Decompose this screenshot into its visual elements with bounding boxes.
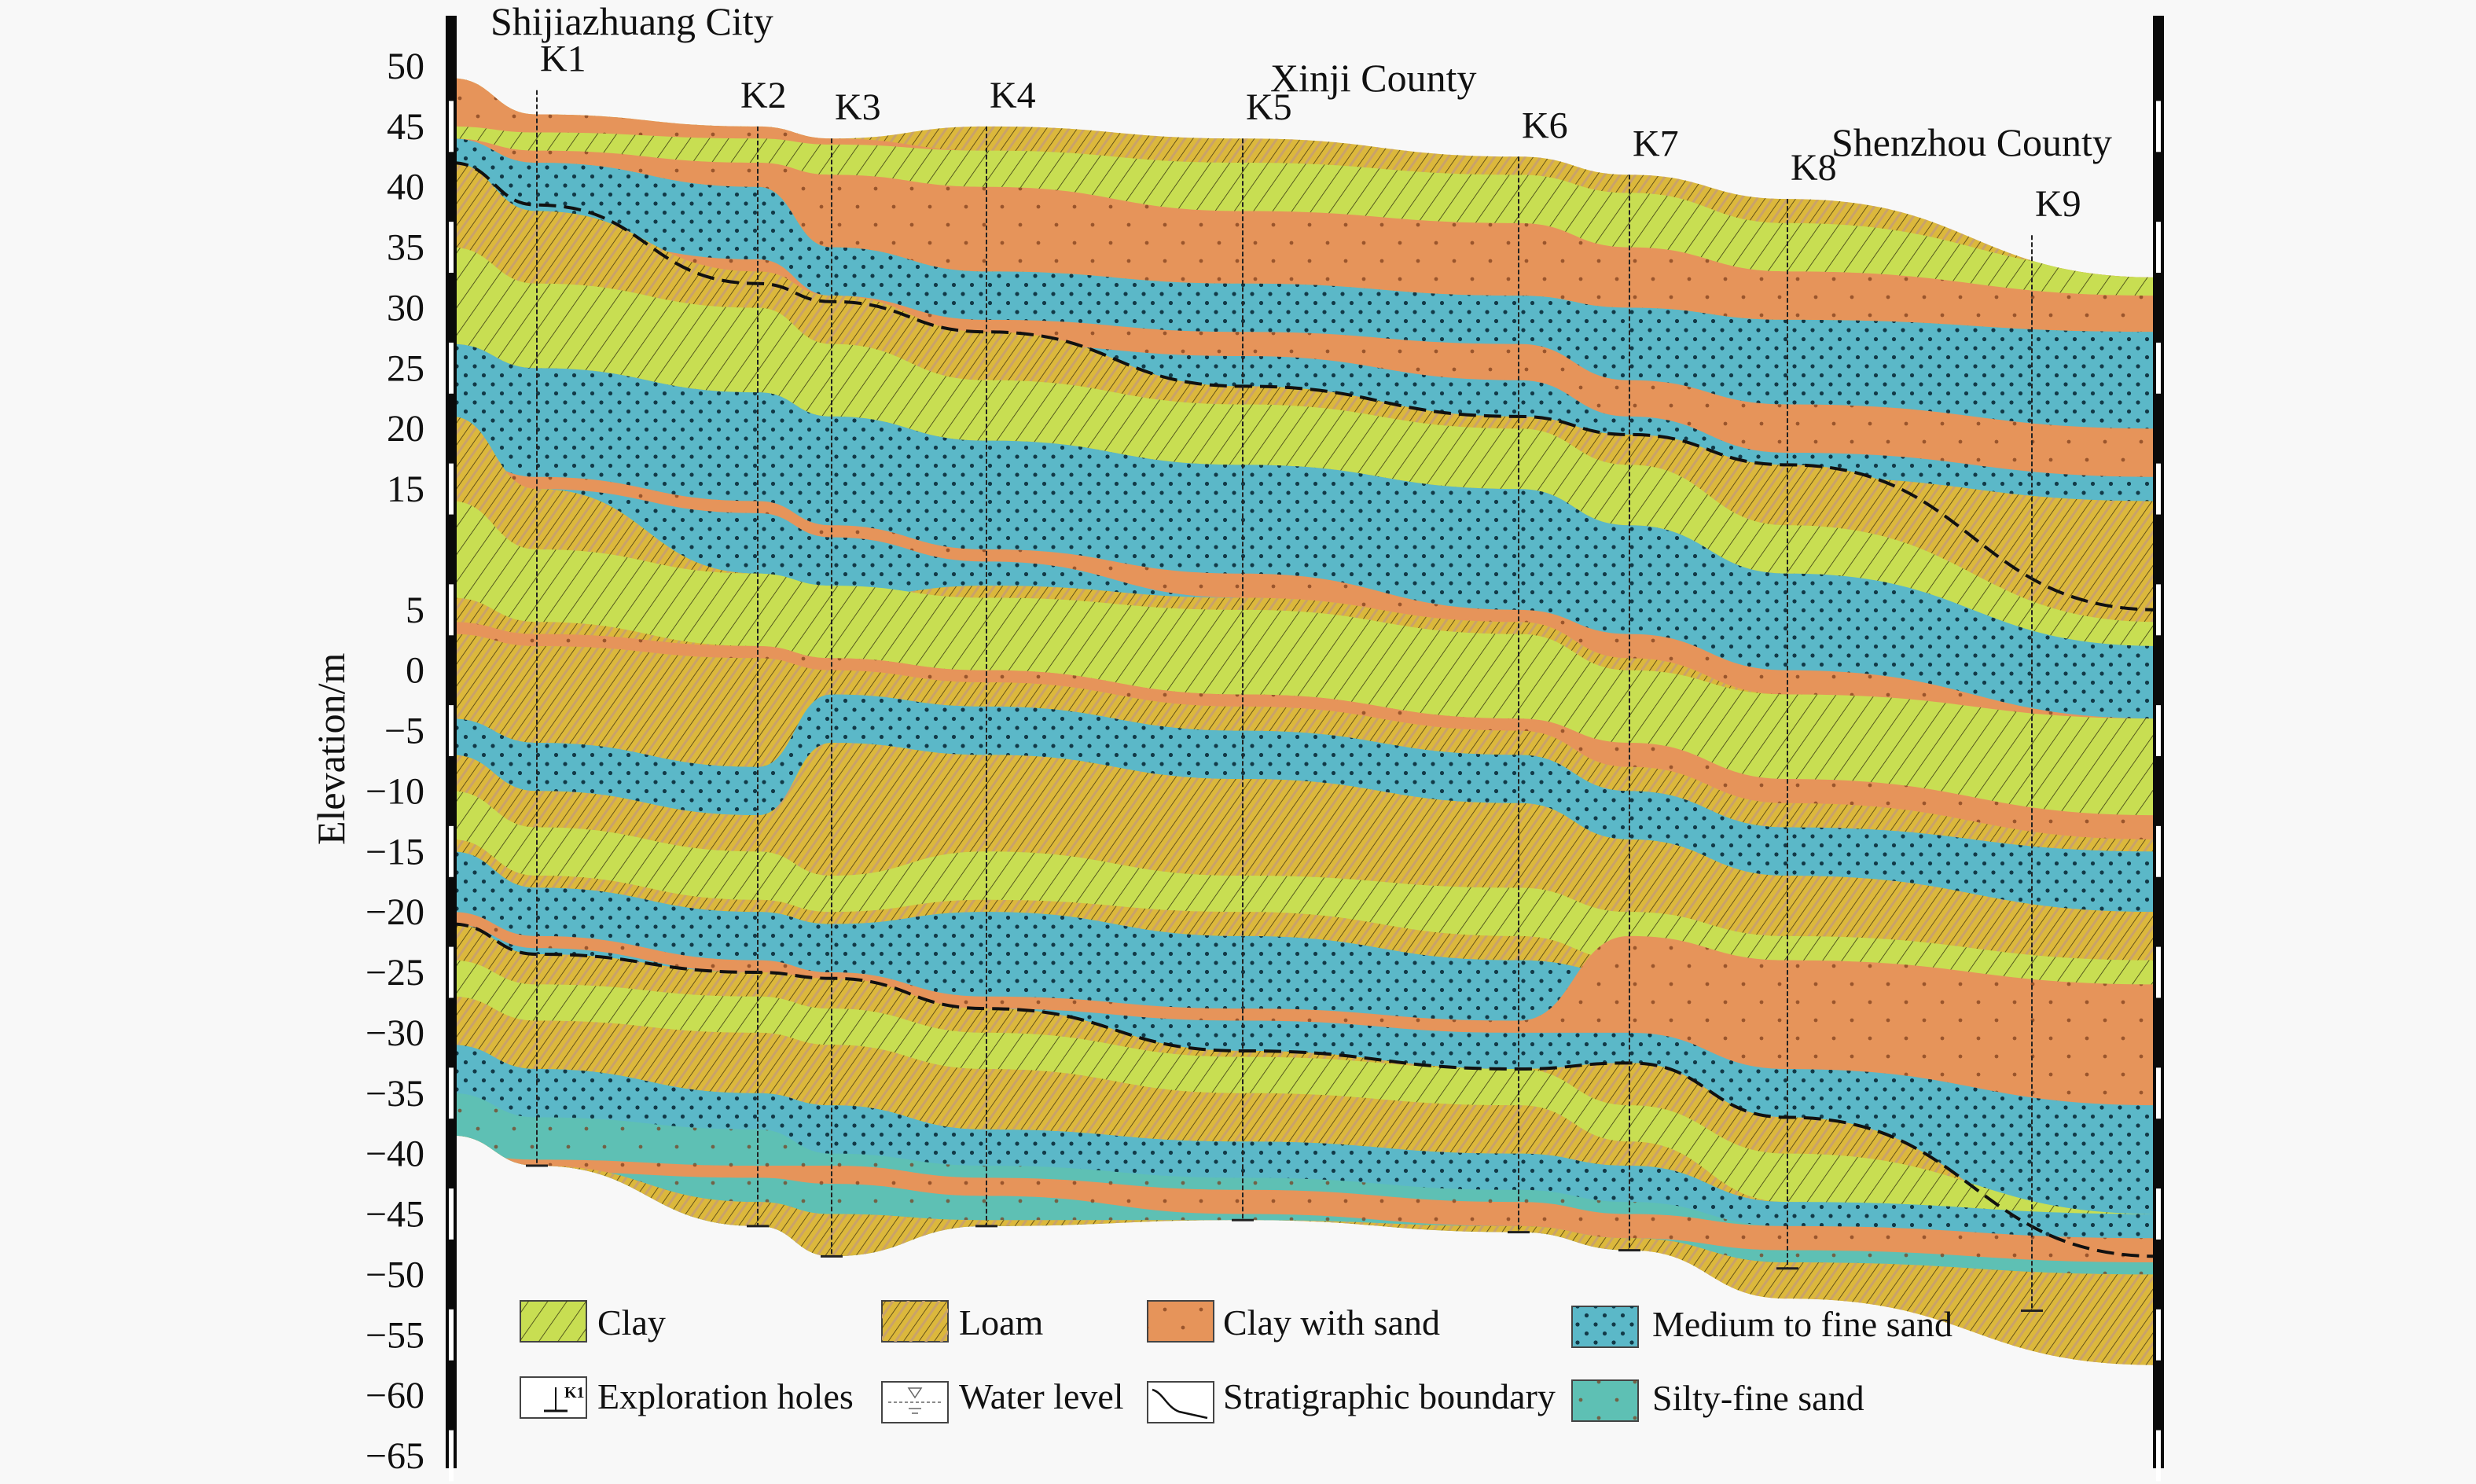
y-tick-label: −20 (366, 891, 424, 933)
y-tick-label: 40 (387, 167, 424, 208)
y-tick-label: −40 (366, 1133, 424, 1175)
strata-layers (451, 78, 2158, 1365)
borehole-k5: K5 (1232, 86, 1292, 1221)
y-tick-label: −10 (366, 770, 424, 812)
borehole-k9: K9 (2021, 183, 2081, 1313)
y-axis-left (446, 16, 457, 1482)
y-axis-title: Elevation/m (309, 653, 353, 845)
place-label-shenzhou: Shenzhou County (1831, 120, 2112, 164)
legend: Clay Loam Clay with sand Medium to fine … (520, 1300, 1953, 1423)
svg-text:K1: K1 (564, 1384, 585, 1401)
y-tick-label: 30 (387, 287, 424, 329)
borehole-label: K5 (1246, 86, 1292, 128)
y-tick-label: 50 (387, 46, 424, 87)
legend-item-clay-with-sand: Clay with sand (1147, 1300, 1440, 1343)
layer-clay-sand (451, 211, 2158, 477)
y-tick-label: 35 (387, 227, 424, 269)
borehole-label: K2 (740, 75, 787, 116)
y-tick-label: −15 (366, 831, 424, 872)
y-tick-label: −50 (366, 1254, 424, 1295)
borehole-label: K7 (1633, 123, 1679, 164)
layer-med-sand (451, 851, 2158, 1257)
legend-label-clay: Clay (597, 1302, 666, 1343)
y-tick-label: 45 (387, 106, 424, 148)
legend-item-stratigraphic-boundary: Stratigraphic boundary (1147, 1376, 1556, 1423)
legend-item-loam: Loam (881, 1300, 1044, 1343)
place-label-shijiazhuang: Shijiazhuang City (490, 0, 773, 43)
layer-clay-sand (451, 912, 2158, 1106)
y-tick-label: 0 (406, 650, 424, 692)
layer-clay (451, 960, 2158, 1275)
borehole-label: K3 (835, 86, 881, 128)
place-label-xinji: Xinji County (1270, 56, 1477, 100)
borehole-k4: K4 (975, 75, 1036, 1228)
y-tick-label: 25 (387, 347, 424, 389)
borehole-k2: K2 (740, 75, 787, 1228)
legend-item-clay: Clay (520, 1300, 666, 1343)
y-tick-label: −65 (366, 1435, 424, 1477)
y-tick-label: −60 (366, 1375, 424, 1416)
borehole-label: K1 (540, 39, 586, 80)
y-tick-label: −5 (384, 711, 424, 752)
legend-symbol-boundary-line-icon (1147, 1381, 1214, 1423)
borehole-k3: K3 (821, 86, 881, 1258)
layer-clay-sand (451, 1153, 2158, 1263)
borehole-k8: K8 (1776, 147, 1837, 1270)
y-tick-label: −45 (366, 1194, 424, 1236)
y-tick-label: −30 (366, 1012, 424, 1054)
legend-item-silty-fine-sand: Silty-fine sand (1571, 1378, 1864, 1422)
layer-med-sand (451, 694, 2158, 913)
y-tick-label: 15 (387, 468, 424, 510)
legend-label-stratigraphic-boundary: Stratigraphic boundary (1223, 1376, 1556, 1416)
legend-label-loam: Loam (959, 1302, 1044, 1343)
y-tick-label: −35 (366, 1073, 424, 1115)
borehole-label: K4 (990, 75, 1036, 116)
legend-label-water-level: Water level (959, 1376, 1124, 1416)
layer-clay-sand (451, 452, 2158, 755)
legend-label-exploration-holes: Exploration holes (597, 1376, 854, 1416)
borehole-k6: K6 (1508, 105, 1568, 1234)
layer-clay-sand (451, 622, 2158, 839)
legend-label-silty-fine-sand: Silty-fine sand (1652, 1378, 1864, 1418)
layer-clay (451, 126, 2158, 296)
borehole-label: K9 (2035, 183, 2081, 225)
legend-item-exploration-holes: K1 Exploration holes (520, 1376, 854, 1419)
legend-item-water-level: Water level (881, 1376, 1124, 1423)
y-tick-labels: 504540353025201550−5−10−15−20−25−30−35−4… (366, 46, 424, 1477)
boundary-lower (450, 922, 2159, 1258)
legend-label-clay-with-sand: Clay with sand (1223, 1302, 1440, 1343)
borehole-k1: K1 (526, 39, 586, 1167)
borehole-label: K8 (1791, 147, 1837, 189)
y-axis-right (2153, 16, 2164, 1482)
layer-med-sand (451, 343, 2158, 767)
legend-item-medium-fine-sand: Medium to fine sand (1571, 1304, 1953, 1348)
borehole-k7: K7 (1618, 123, 1679, 1252)
y-tick-label: 5 (406, 590, 424, 631)
y-tick-label: −25 (366, 952, 424, 994)
y-tick-label: −55 (366, 1314, 424, 1356)
legend-label-medium-fine-sand: Medium to fine sand (1652, 1304, 1953, 1344)
borehole-label: K6 (1522, 105, 1568, 146)
y-tick-label: 20 (387, 408, 424, 450)
layer-clay (451, 247, 2158, 670)
layer-clay (451, 791, 2158, 1009)
exploration-holes: K1 K2 K3 K4 K5 K6 K7 K8 K9 (526, 39, 2081, 1313)
layer-clay (451, 501, 2158, 828)
